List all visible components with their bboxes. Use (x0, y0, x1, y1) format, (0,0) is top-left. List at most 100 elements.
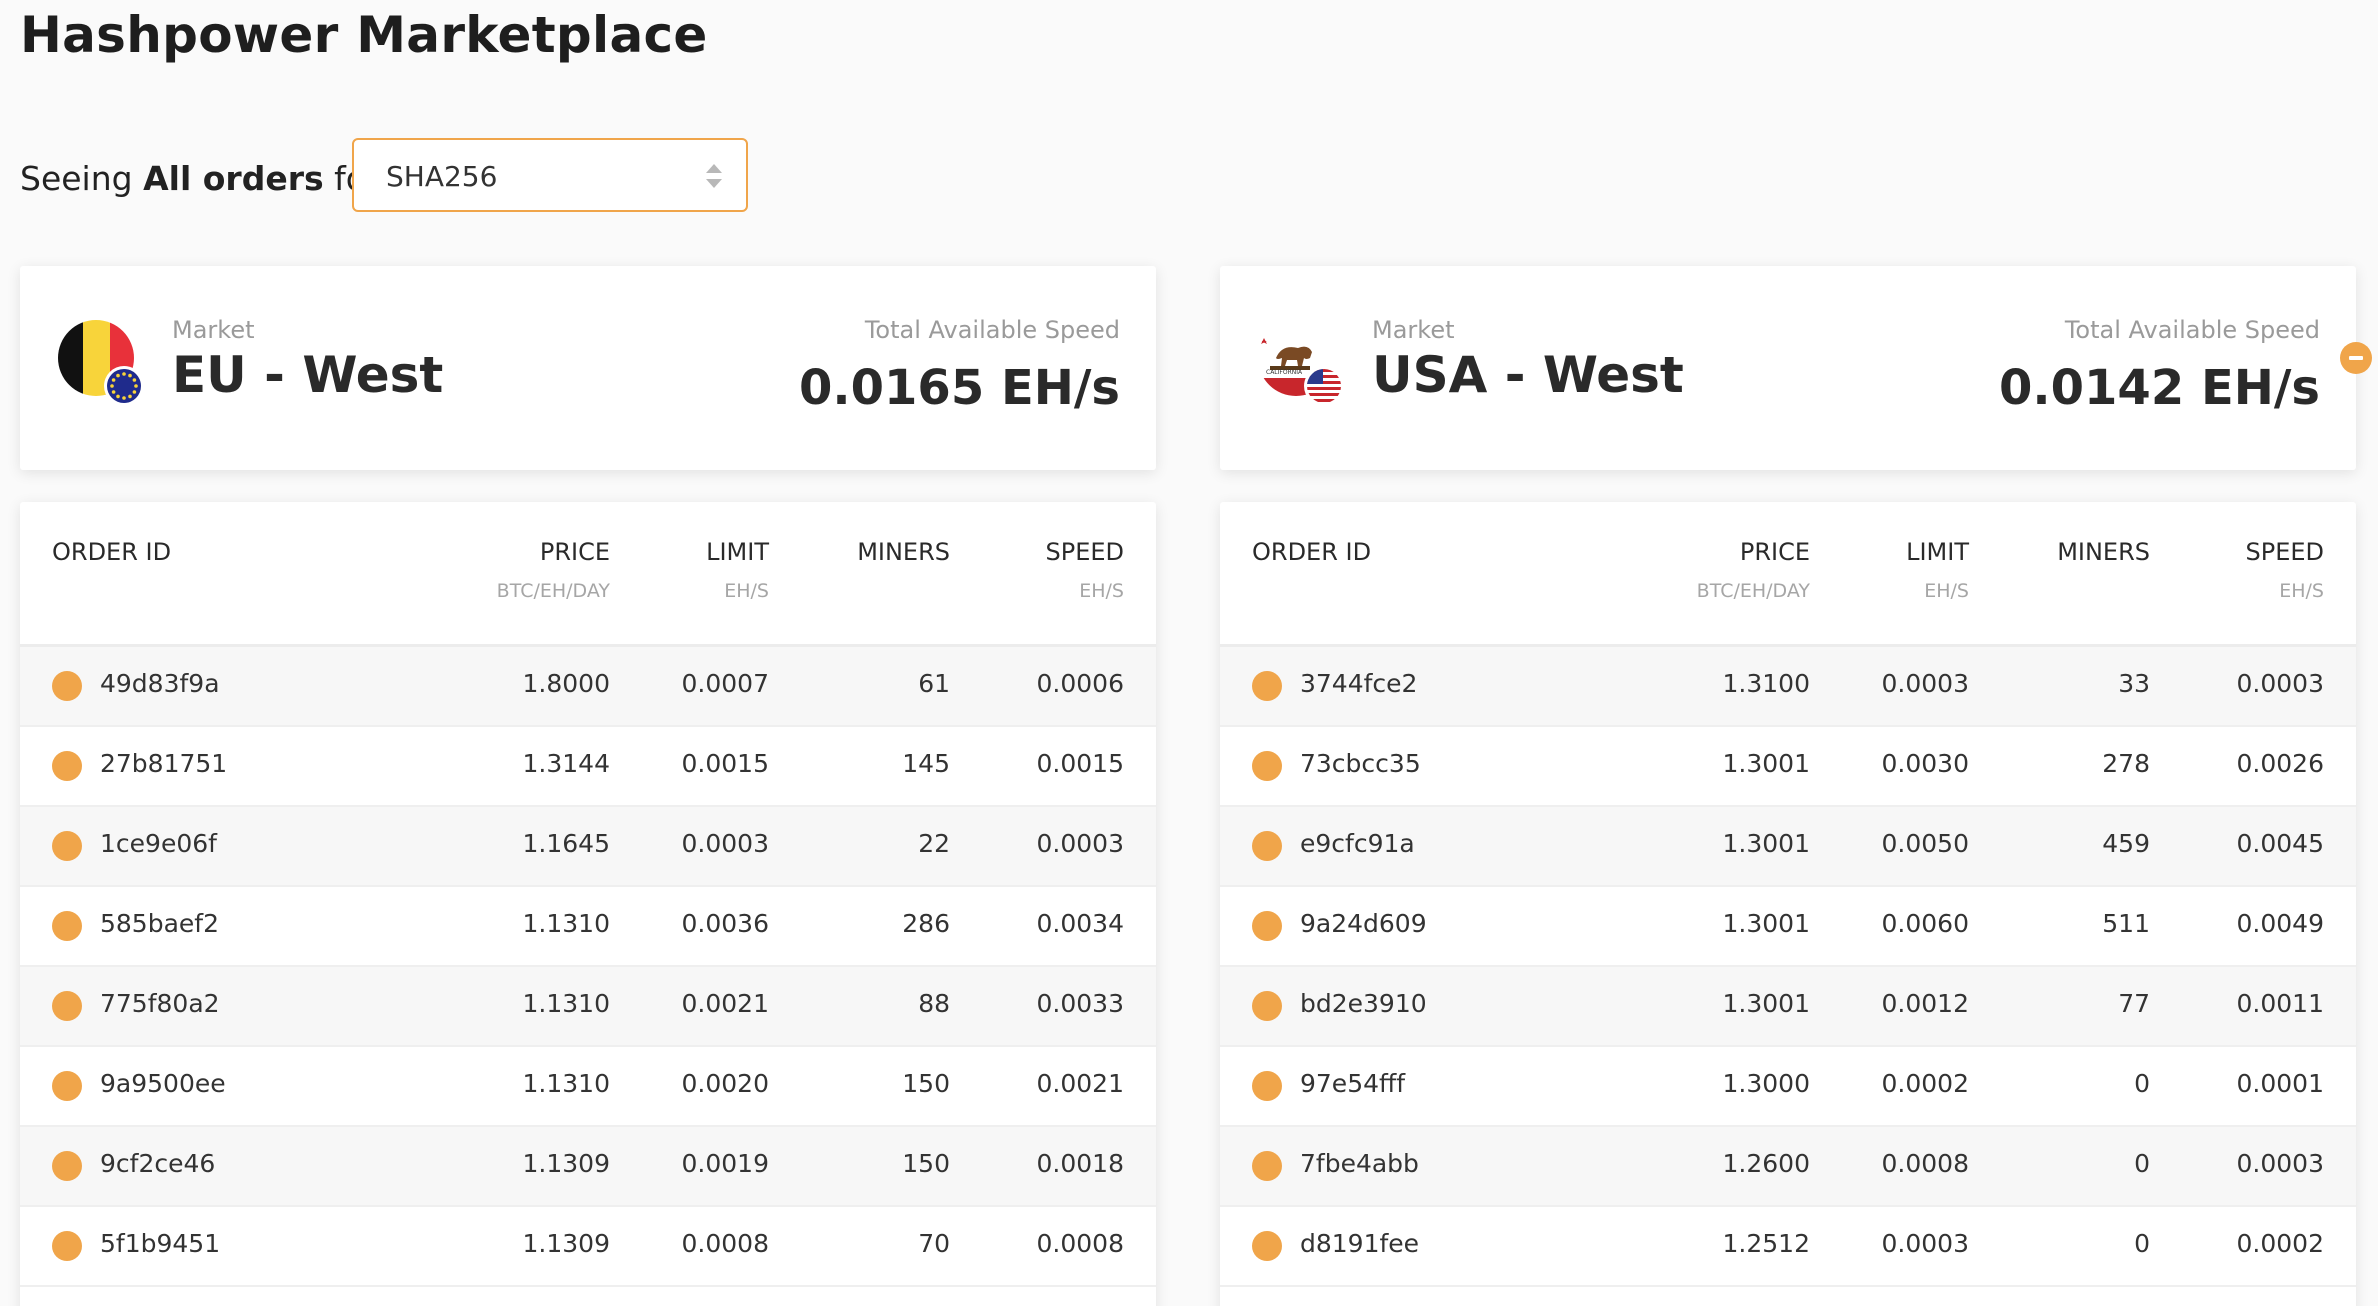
total-speed-value: 0.0165 EH/s (799, 360, 1120, 416)
speed-cell: 0.0015 (1036, 749, 1124, 778)
table-row[interactable]: 585baef2 1.1310 0.0036 286 0.0034 (20, 887, 1156, 967)
order-filter: Seeing All orders for SHA256 (20, 138, 748, 218)
order-id-cell[interactable]: 1ce9e06f (100, 829, 217, 858)
total-speed-label: Total Available Speed (864, 316, 1120, 344)
status-dot-icon (52, 1231, 82, 1261)
price-cell: 1.3001 (1722, 829, 1810, 858)
miners-cell: 150 (902, 1069, 950, 1098)
order-id-cell[interactable]: 49d83f9a (100, 669, 220, 698)
table-row[interactable]: d8191fee 1.2512 0.0003 0 0.0002 (1220, 1207, 2356, 1287)
table-row[interactable]: 3744fce2 1.3100 0.0003 33 0.0003 (1220, 647, 2356, 727)
order-id-cell[interactable]: 3744fce2 (1300, 669, 1418, 698)
status-dot-icon (52, 991, 82, 1021)
table-row[interactable]: 27b81751 1.3144 0.0015 145 0.0015 (20, 727, 1156, 807)
speed-cell: 0.0008 (1036, 1229, 1124, 1258)
table-row[interactable]: 775f80a2 1.1310 0.0021 88 0.0033 (20, 967, 1156, 1047)
column-header-order-id[interactable]: ORDER ID (1252, 538, 1372, 566)
column-header-miners[interactable]: MINERS (2057, 538, 2150, 566)
orders-table-eu-west: ORDER ID PRICE BTC/EH/DAY LIMIT EH/S MINER… (20, 502, 1156, 1306)
column-header-miners[interactable]: MINERS (857, 538, 950, 566)
miners-cell: 286 (902, 909, 950, 938)
table-row[interactable]: e9cfc91a 1.3001 0.0050 459 0.0045 (1220, 807, 2356, 887)
column-header-order-id[interactable]: ORDER ID (52, 538, 172, 566)
status-dot-icon (1252, 1151, 1282, 1181)
column-header-speed[interactable]: SPEED EH/S (2245, 538, 2324, 602)
column-header-price[interactable]: PRICE BTC/EH/DAY (496, 538, 610, 602)
miners-cell: 70 (918, 1229, 950, 1258)
miners-cell: 22 (918, 829, 950, 858)
table-row[interactable]: 73cbcc35 1.3001 0.0030 278 0.0026 (1220, 727, 2356, 807)
limit-cell: 0.0003 (1881, 669, 1969, 698)
limit-cell: 0.0019 (681, 1149, 769, 1178)
speed-cell: 0.0003 (1036, 829, 1124, 858)
order-id-cell[interactable]: 73cbcc35 (1300, 749, 1421, 778)
table-row[interactable]: 9a9500ee 1.1310 0.0020 150 0.0021 (20, 1047, 1156, 1127)
algorithm-select[interactable]: SHA256 (352, 138, 748, 212)
price-cell: 1.3001 (1722, 749, 1810, 778)
speed-cell: 0.0003 (2236, 1149, 2324, 1178)
order-id-cell[interactable]: d8191fee (1300, 1229, 1420, 1258)
order-id-cell[interactable]: 9a24d609 (1300, 909, 1427, 938)
miners-cell: 278 (2102, 749, 2150, 778)
limit-cell: 0.0008 (681, 1229, 769, 1258)
table-row[interactable]: 97e54fff 1.3000 0.0002 0 0.0001 (1220, 1047, 2356, 1127)
order-id-cell[interactable]: 9a9500ee (100, 1069, 226, 1098)
column-header-speed[interactable]: SPEED EH/S (1045, 538, 1124, 602)
table-row[interactable]: 49d83f9a 1.8000 0.0007 61 0.0006 (20, 647, 1156, 727)
speed-cell: 0.0006 (1036, 669, 1124, 698)
column-header-limit[interactable]: LIMIT EH/S (1906, 538, 1969, 602)
status-dot-icon (1252, 831, 1282, 861)
order-id-cell[interactable]: 775f80a2 (100, 989, 220, 1018)
status-dot-icon (52, 751, 82, 781)
status-dot-icon (52, 911, 82, 941)
belgium-eu-flag-icon (58, 320, 144, 406)
order-id-cell[interactable]: 27b81751 (100, 749, 228, 778)
order-id-cell[interactable]: 97e54fff (1300, 1069, 1406, 1098)
table-row[interactable]: 9a24d609 1.3001 0.0060 511 0.0049 (1220, 887, 2356, 967)
market-label: Market (1372, 316, 1455, 344)
speed-cell: 0.0002 (2236, 1229, 2324, 1258)
order-id-cell[interactable]: 585baef2 (100, 909, 219, 938)
column-header-price[interactable]: PRICE BTC/EH/DAY (1696, 538, 1810, 602)
price-cell: 1.1310 (522, 989, 610, 1018)
order-id-cell[interactable]: 7fbe4abb (1300, 1149, 1419, 1178)
market-card-usa-west: CALIFORNIA Market USA - West Total Avail… (1220, 266, 2356, 470)
column-header-limit[interactable]: LIMIT EH/S (706, 538, 769, 602)
price-cell: 1.3100 (1722, 669, 1810, 698)
miners-cell: 77 (2118, 989, 2150, 1018)
table-row[interactable]: 7fbe4abb 1.2600 0.0008 0 0.0003 (1220, 1127, 2356, 1207)
miners-cell: 459 (2102, 829, 2150, 858)
speed-cell: 0.0011 (2236, 989, 2324, 1018)
table-row[interactable]: 1ce9e06f 1.1645 0.0003 22 0.0003 (20, 807, 1156, 887)
order-id-cell[interactable]: 5f1b9451 (100, 1229, 221, 1258)
price-cell: 1.1310 (522, 909, 610, 938)
limit-cell: 0.0021 (681, 989, 769, 1018)
table-body: 3744fce2 1.3100 0.0003 33 0.0003 73cbcc35 1.30… (1220, 647, 2356, 1287)
price-cell: 1.1309 (522, 1229, 610, 1258)
market-name: USA - West (1372, 346, 1684, 404)
speed-cell: 0.0021 (1036, 1069, 1124, 1098)
order-id-cell[interactable]: bd2e3910 (1300, 989, 1427, 1018)
price-cell: 1.3000 (1722, 1069, 1810, 1098)
limit-cell: 0.0002 (1881, 1069, 1969, 1098)
miners-cell: 0 (2134, 1229, 2150, 1258)
table-row[interactable]: 5f1b9451 1.1309 0.0008 70 0.0008 (20, 1207, 1156, 1287)
status-dot-icon (1252, 991, 1282, 1021)
total-speed-label: Total Available Speed (2064, 316, 2320, 344)
market-card-eu-west: Market EU - West Total Available Speed 0… (20, 266, 1156, 470)
order-id-cell[interactable]: 9cf2ce46 (100, 1149, 216, 1178)
order-id-cell[interactable]: e9cfc91a (1300, 829, 1415, 858)
price-cell: 1.2512 (1722, 1229, 1810, 1258)
speed-cell: 0.0018 (1036, 1149, 1124, 1178)
minus-circle-icon[interactable] (2340, 342, 2372, 374)
price-cell: 1.1310 (522, 1069, 610, 1098)
california-usa-flag-icon: CALIFORNIA (1258, 320, 1344, 406)
table-row[interactable]: 9cf2ce46 1.1309 0.0019 150 0.0018 (20, 1127, 1156, 1207)
limit-cell: 0.0030 (1881, 749, 1969, 778)
miners-cell: 61 (918, 669, 950, 698)
limit-cell: 0.0003 (681, 829, 769, 858)
speed-cell: 0.0033 (1036, 989, 1124, 1018)
table-row[interactable]: bd2e3910 1.3001 0.0012 77 0.0011 (1220, 967, 2356, 1047)
status-dot-icon (1252, 1231, 1282, 1261)
